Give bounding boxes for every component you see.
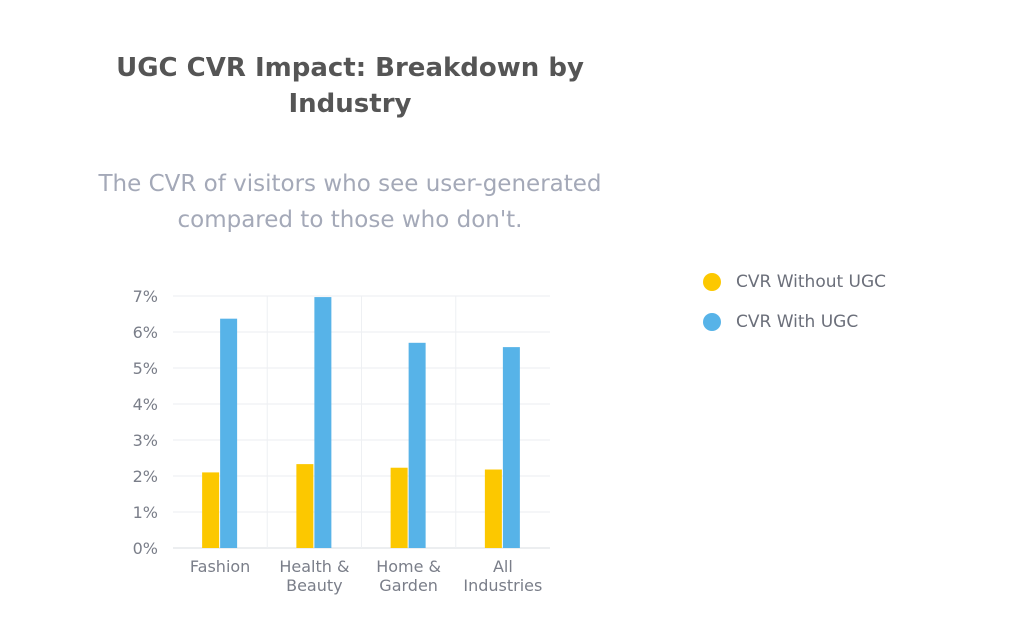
x-category-label: Home & Garden <box>376 557 441 595</box>
bar-with-ugc <box>314 297 332 548</box>
bar-without-ugc <box>390 467 408 548</box>
x-category-label: All Industries <box>463 557 542 595</box>
bar-without-ugc <box>202 472 220 548</box>
legend: CVR Without UGC CVR With UGC <box>703 262 886 342</box>
legend-label-with-ugc: CVR With UGC <box>736 312 859 332</box>
legend-item-without-ugc: CVR Without UGC <box>703 262 886 302</box>
bar-without-ugc <box>296 464 314 548</box>
bar-with-ugc <box>220 318 238 548</box>
y-tick-label: 3% <box>133 431 158 450</box>
y-tick-label: 6% <box>133 323 158 342</box>
y-tick-label: 1% <box>133 503 158 522</box>
chart-subtitle: The CVR of visitors who see user-generat… <box>98 171 602 233</box>
chart-title: UGC CVR Impact: Breakdown by Industry <box>116 53 584 119</box>
bar-with-ugc <box>408 342 426 548</box>
bar-without-ugc <box>484 469 502 548</box>
legend-swatch-without-ugc <box>703 273 721 291</box>
y-tick-label: 0% <box>133 539 158 558</box>
legend-item-with-ugc: CVR With UGC <box>703 302 886 342</box>
y-tick-label: 2% <box>133 467 158 486</box>
y-tick-label: 5% <box>133 359 158 378</box>
y-tick-label: 7% <box>133 287 158 306</box>
legend-label-without-ugc: CVR Without UGC <box>736 272 887 292</box>
bar-with-ugc <box>502 347 520 548</box>
x-category-label: Fashion <box>190 557 250 576</box>
legend-swatch-with-ugc <box>703 313 721 331</box>
x-category-label: Health & Beauty <box>279 557 349 595</box>
y-tick-label: 4% <box>133 395 158 414</box>
